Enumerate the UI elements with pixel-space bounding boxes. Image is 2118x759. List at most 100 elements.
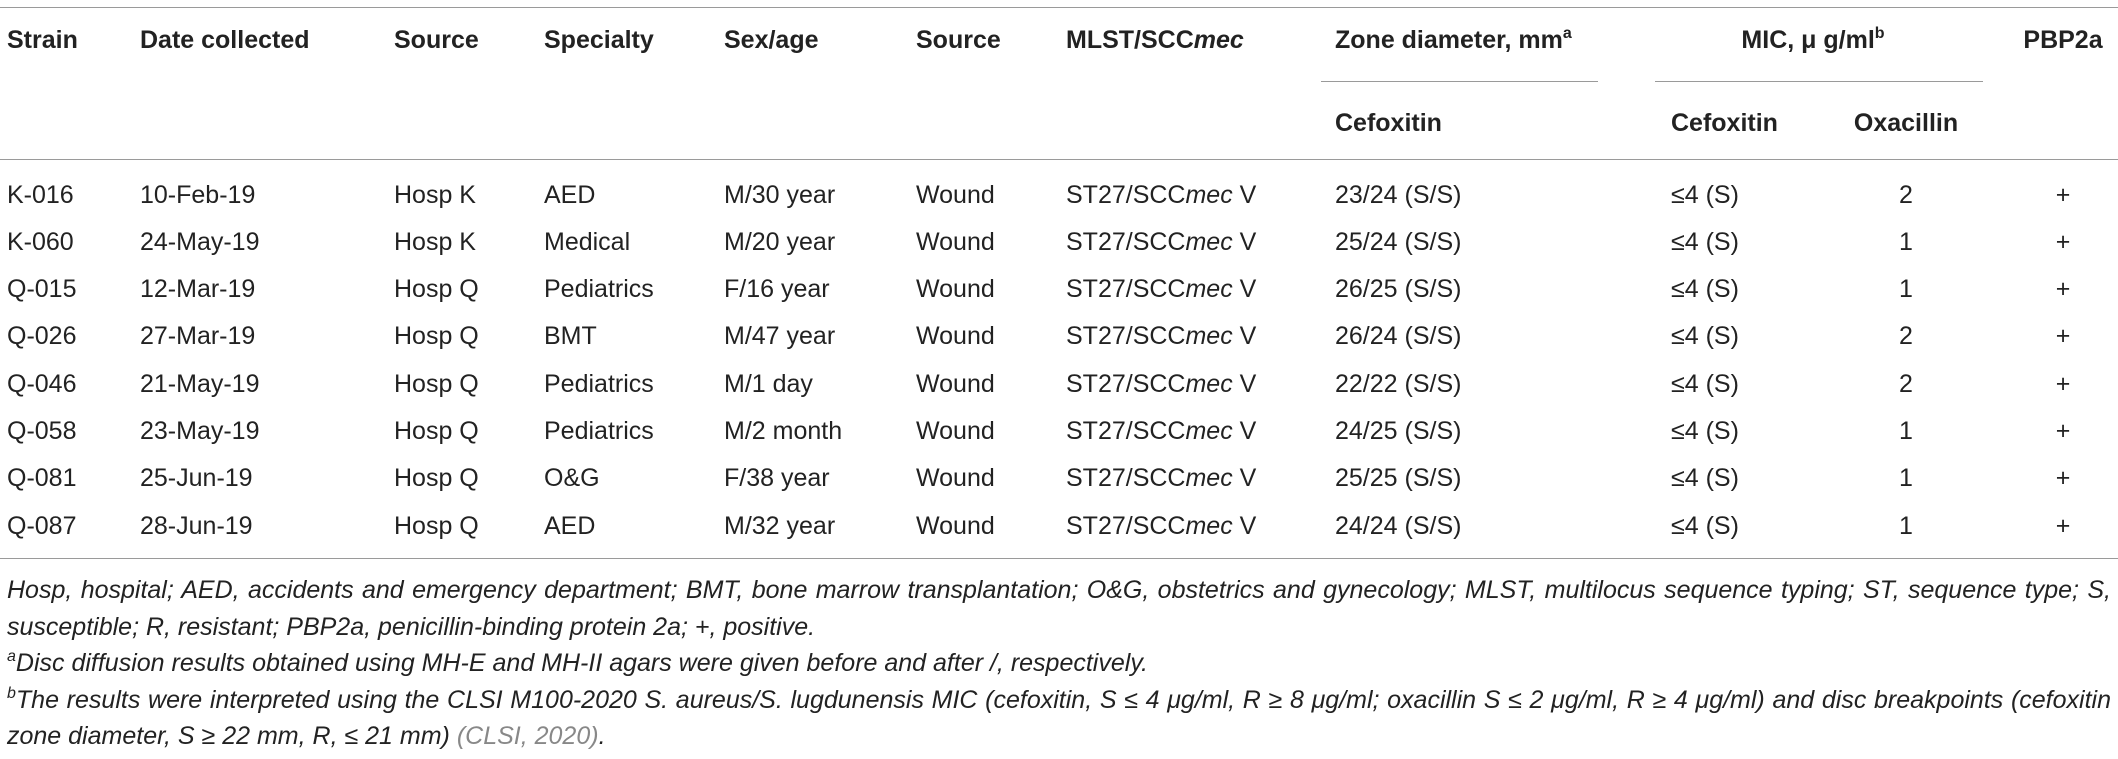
- table-cell: +: [2055, 464, 2071, 493]
- table-cell: +: [2055, 275, 2071, 304]
- table-cell: M/20 year: [724, 227, 836, 256]
- footnote-mark: b: [7, 684, 16, 702]
- footnote-mark: b: [1874, 25, 1885, 42]
- table-cell: Q-087: [7, 511, 77, 540]
- cell-text: ST27/SCC: [1066, 464, 1186, 493]
- table-cell: Hosp Q: [394, 322, 479, 351]
- footnote-text: Disc diffusion results obtained using MH…: [15, 649, 1148, 677]
- table-cell: 2: [1899, 369, 1913, 398]
- footnote-text: The results were interpreted using the C…: [7, 685, 2111, 751]
- cell-text: V: [1232, 464, 1257, 493]
- cell-italic: mec: [1185, 417, 1233, 445]
- citation: (CLSI, 2020): [456, 722, 599, 750]
- table-cell: Hosp Q: [394, 417, 479, 445]
- table-cell: Wound: [916, 417, 995, 445]
- cell-text: ST27/SCC: [1066, 369, 1186, 398]
- table-cell: Wound: [916, 464, 995, 493]
- column-header: Source: [916, 26, 1001, 54]
- table-cell: ≤4 (S): [1671, 180, 1739, 209]
- table-cell: ≤4 (S): [1671, 511, 1739, 540]
- header-text: MLST/SCC: [1066, 26, 1194, 54]
- table-cell: ST27/SCCmec V: [1066, 463, 1256, 493]
- table-cell: 21-May-19: [140, 369, 260, 398]
- table-cell: Wound: [916, 227, 995, 256]
- group-header: MIC, μ g/mlb: [1613, 25, 2013, 55]
- zone-rule: [1321, 81, 1598, 82]
- table-cell: Hosp Q: [394, 369, 479, 398]
- table-cell: ≤4 (S): [1671, 464, 1739, 493]
- cell-text: V: [1232, 275, 1257, 304]
- table-cell: Hosp K: [394, 180, 476, 209]
- table-cell: 2: [1899, 180, 1913, 209]
- table-cell: 1: [1899, 275, 1913, 304]
- cell-text: V: [1232, 227, 1257, 256]
- table-cell: 24-May-19: [140, 227, 260, 256]
- table-cell: 24/25 (S/S): [1335, 417, 1462, 445]
- table-cell: Q-026: [7, 322, 77, 351]
- table-cell: +: [2055, 227, 2071, 256]
- footnote: aDisc diffusion results obtained using M…: [7, 645, 2111, 682]
- column-header: Source: [394, 26, 479, 54]
- cell-italic: mec: [1185, 322, 1233, 351]
- table-cell: Wound: [916, 275, 995, 304]
- table-cell: ST27/SCCmec V: [1066, 511, 1256, 541]
- table-cell: Hosp Q: [394, 511, 479, 540]
- table-cell: Wound: [916, 369, 995, 398]
- header-text: MIC, μ g/ml: [1741, 26, 1875, 54]
- cell-text: V: [1232, 511, 1257, 540]
- footnote-text: Hosp, hospital; AED, accidents and emerg…: [7, 576, 2111, 641]
- table-cell: Wound: [916, 511, 995, 540]
- table-cell: Hosp Q: [394, 275, 479, 304]
- footnote-end: .: [598, 722, 606, 750]
- table-cell: O&G: [544, 464, 600, 493]
- group-header: Zone diameter, mma: [1335, 25, 1572, 55]
- column-header: PBP2a: [2023, 26, 2103, 54]
- footnote-mark: a: [7, 648, 16, 665]
- header-rule: [0, 159, 2118, 160]
- column-header: Strain: [7, 26, 78, 54]
- table-cell: 25/24 (S/S): [1335, 227, 1462, 256]
- table-cell: +: [2055, 180, 2071, 209]
- table-cell: 2: [1899, 322, 1913, 351]
- mic-rule: [1655, 81, 1983, 82]
- bottom-rule: [0, 558, 2118, 559]
- cell-italic: mec: [1185, 369, 1233, 398]
- table-cell: M/30 year: [724, 180, 836, 209]
- table-cell: Q-081: [7, 464, 77, 493]
- table-cell: ST27/SCCmec V: [1066, 274, 1256, 304]
- table-cell: ≤4 (S): [1671, 322, 1739, 351]
- table-cell: Pediatrics: [544, 417, 654, 445]
- table-cell: ≤4 (S): [1671, 369, 1739, 398]
- header-italic: mec: [1193, 26, 1244, 54]
- footnotes: Hosp, hospital; AED, accidents and emerg…: [7, 572, 2111, 755]
- table-cell: 1: [1899, 417, 1913, 445]
- footnote-mark: a: [1562, 25, 1572, 42]
- table-cell: F/38 year: [724, 464, 830, 493]
- cell-text: ST27/SCC: [1066, 227, 1186, 256]
- table-cell: Pediatrics: [544, 275, 654, 304]
- table-cell: 1: [1899, 227, 1913, 256]
- cell-text: ST27/SCC: [1066, 322, 1186, 351]
- table-cell: 25/25 (S/S): [1335, 464, 1462, 493]
- table-cell: 10-Feb-19: [140, 180, 256, 209]
- cell-italic: mec: [1185, 180, 1233, 209]
- footnote: Hosp, hospital; AED, accidents and emerg…: [7, 572, 2111, 645]
- cell-text: ST27/SCC: [1066, 275, 1186, 304]
- table-cell: 25-Jun-19: [140, 464, 253, 493]
- table-cell: Wound: [916, 180, 995, 209]
- table-cell: Pediatrics: [544, 369, 654, 398]
- cell-text: V: [1232, 322, 1257, 351]
- table-cell: Hosp Q: [394, 464, 479, 493]
- table-cell: 12-Mar-19: [140, 275, 256, 304]
- table-cell: +: [2055, 417, 2071, 445]
- table-cell: ST27/SCCmec V: [1066, 416, 1256, 446]
- cell-italic: mec: [1185, 275, 1233, 304]
- table-cell: K-060: [7, 227, 74, 256]
- footnote: bThe results were interpreted using the …: [7, 682, 2111, 755]
- table-cell: ST27/SCCmec V: [1066, 180, 1256, 210]
- cell-italic: mec: [1185, 464, 1233, 493]
- table-cell: M/47 year: [724, 322, 836, 351]
- column-header: Specialty: [544, 26, 654, 54]
- table-cell: 24/24 (S/S): [1335, 511, 1462, 540]
- cell-italic: mec: [1185, 227, 1233, 256]
